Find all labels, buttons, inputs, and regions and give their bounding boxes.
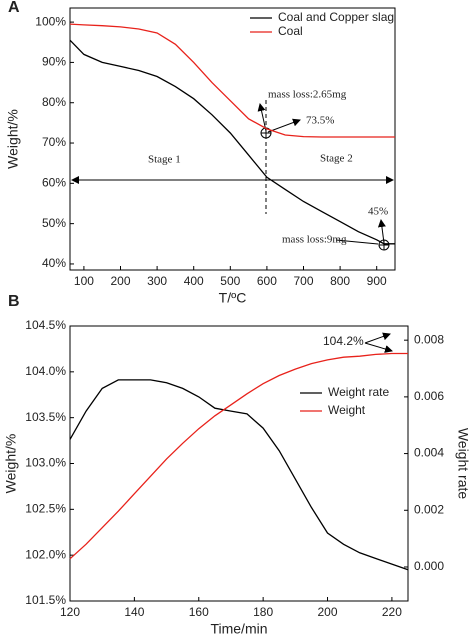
y2-tick-label: 0.002: [414, 502, 444, 516]
plot-frame: [69, 7, 396, 271]
annotation: 73.5%: [306, 115, 334, 127]
y-tick-label: 101.5%: [25, 593, 66, 607]
y2-tick-label: 0.004: [414, 446, 444, 460]
x-tick-label: 200: [110, 274, 130, 288]
y-tick-label: 100%: [35, 14, 66, 28]
y-tick-label: 103.0%: [25, 456, 66, 470]
legend-label: Coal: [278, 24, 303, 38]
y2-tick-label: 0.000: [414, 559, 444, 573]
y2-tick-label: 0.008: [414, 332, 444, 346]
annotation-arrow: [377, 219, 386, 244]
x-tick-label: 200: [318, 605, 338, 619]
series-line: [69, 352, 408, 560]
panel-label: B: [8, 293, 20, 310]
x-tick-label: 140: [124, 605, 144, 619]
y2-axis-label: Weight rate: [455, 428, 471, 500]
annotation-arrow: [335, 239, 379, 245]
annotation-arrow: [364, 332, 391, 344]
y-tick-label: 102.5%: [25, 502, 66, 516]
annotation: Stage 2: [320, 153, 353, 165]
x-tick-label: 600: [257, 274, 277, 288]
annotation-arrow: [257, 103, 267, 132]
x-axis-label: T/ºC: [219, 290, 247, 306]
y-tick-label: 102.0%: [25, 547, 66, 561]
series-line: [69, 23, 395, 138]
y-tick-label: 104.0%: [25, 364, 66, 378]
x-tick-label: 400: [184, 274, 204, 288]
x-tick-label: 220: [382, 605, 402, 619]
series-line: [69, 39, 395, 245]
y-tick-label: 90%: [42, 55, 66, 69]
y-axis-label: Weight/%: [3, 434, 19, 494]
y-axis-label: Weight/%: [5, 109, 21, 169]
x-tick-label: 700: [293, 274, 313, 288]
legend-label: Weight rate: [328, 385, 389, 399]
legend-label: Coal and Copper slag: [278, 10, 394, 24]
annotation: mass loss:9mg: [282, 234, 347, 246]
panel-label: A: [8, 0, 20, 16]
legend-label: Weight: [328, 403, 366, 417]
x-tick-label: 500: [220, 274, 240, 288]
x-tick-label: 120: [60, 605, 80, 619]
annotation-arrow: [267, 118, 301, 133]
annotation: 104.2%: [323, 334, 364, 348]
y-tick-label: 80%: [42, 95, 66, 109]
x-tick-label: 300: [147, 274, 167, 288]
annotation-arrow: [364, 342, 393, 353]
annotation: Stage 1: [148, 154, 181, 166]
y-tick-label: 50%: [42, 216, 66, 230]
y-tick-label: 104.5%: [25, 318, 66, 332]
x-tick-label: 180: [253, 605, 273, 619]
annotation: 45%: [368, 206, 388, 218]
x-tick-label: 100: [74, 274, 94, 288]
x-axis-label: Time/min: [210, 621, 267, 637]
x-tick-label: 800: [330, 274, 350, 288]
plot-frame: [69, 325, 409, 602]
x-tick-label: 160: [189, 605, 209, 619]
annotation: mass loss:2.65mg: [268, 89, 347, 101]
y-tick-label: 40%: [42, 256, 66, 270]
y-tick-label: 70%: [42, 135, 66, 149]
x-tick-label: 900: [367, 274, 387, 288]
y2-tick-label: 0.006: [414, 389, 444, 403]
series-line: [69, 379, 409, 571]
y-tick-label: 60%: [42, 176, 66, 190]
y-tick-label: 103.5%: [25, 410, 66, 424]
